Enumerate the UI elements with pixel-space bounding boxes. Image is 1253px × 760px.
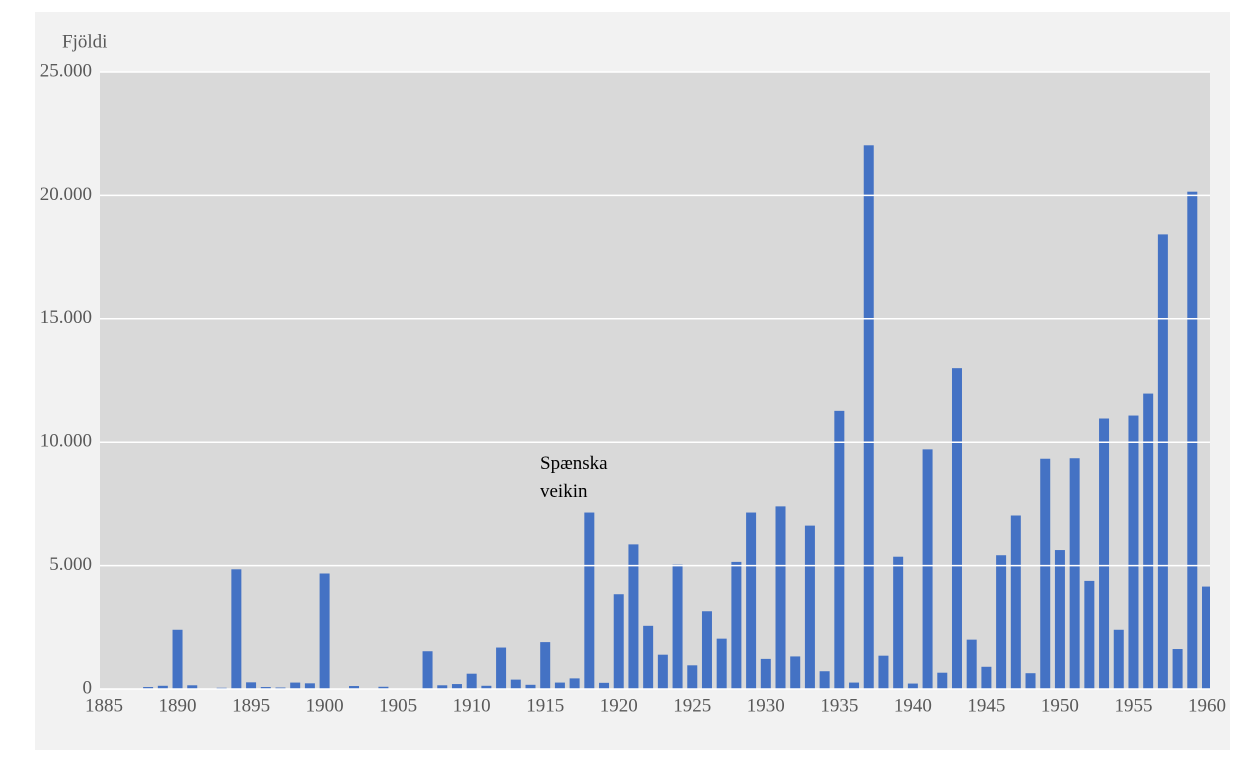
bar <box>1084 580 1095 689</box>
bar <box>922 449 933 689</box>
bar <box>304 683 315 689</box>
bar <box>1113 629 1124 689</box>
bar <box>893 556 904 689</box>
x-tick-label: 1900 <box>306 695 344 716</box>
bar <box>643 625 654 689</box>
bar <box>937 672 948 689</box>
bar <box>1143 393 1154 689</box>
bar <box>981 666 992 689</box>
bar <box>481 685 492 689</box>
bar <box>246 682 257 689</box>
bar <box>863 145 874 689</box>
bar <box>1040 458 1051 689</box>
y-tick-label: 25.000 <box>40 60 92 81</box>
x-tick-label: 1920 <box>600 695 638 716</box>
bar <box>569 678 580 689</box>
bar <box>525 684 536 689</box>
bar <box>1187 191 1198 689</box>
x-tick-label: 1910 <box>453 695 491 716</box>
bar <box>804 525 815 689</box>
x-tick-label: 1885 <box>85 695 123 716</box>
x-tick-label: 1960 <box>1188 695 1226 716</box>
plot-area <box>100 72 1210 689</box>
bar <box>157 685 168 689</box>
bar <box>378 686 389 689</box>
bar <box>951 368 962 689</box>
x-tick-label: 1945 <box>967 695 1005 716</box>
bar <box>878 655 889 689</box>
annotation: Spænska veikin <box>540 453 608 502</box>
bar <box>1099 418 1110 689</box>
x-tick-label: 1955 <box>1114 695 1152 716</box>
bar <box>554 682 565 689</box>
bar <box>260 687 271 689</box>
bar <box>466 673 477 689</box>
bar <box>349 686 360 689</box>
bar <box>187 685 198 689</box>
bar <box>996 555 1007 689</box>
bar <box>231 569 242 689</box>
bar <box>599 682 610 689</box>
bar <box>1010 515 1021 689</box>
x-tick-label: 1940 <box>894 695 932 716</box>
bar <box>540 642 551 689</box>
bar <box>584 512 595 689</box>
x-tick-label: 1890 <box>159 695 197 716</box>
x-tick-label: 1925 <box>673 695 711 716</box>
bars <box>143 145 1210 689</box>
y-tick-label: 5.000 <box>49 554 92 575</box>
bar <box>716 638 727 689</box>
bar <box>1025 673 1036 689</box>
bar <box>966 639 977 689</box>
bar <box>687 665 698 689</box>
bar <box>790 656 801 689</box>
bar <box>510 679 521 689</box>
bar <box>760 658 771 689</box>
bar <box>143 687 154 689</box>
bar <box>819 671 830 689</box>
bar <box>496 647 507 689</box>
x-tick-label: 1915 <box>526 695 564 716</box>
bar <box>437 685 448 689</box>
bar <box>628 544 639 689</box>
bar <box>1202 586 1210 689</box>
bar <box>1172 649 1183 689</box>
x-tick-label: 1905 <box>379 695 417 716</box>
bar <box>1128 415 1139 689</box>
bar <box>172 629 183 689</box>
x-tick-label: 1935 <box>820 695 858 716</box>
bar <box>422 651 433 689</box>
bar <box>1069 458 1080 689</box>
bar <box>1157 234 1168 689</box>
bar <box>657 654 668 689</box>
bar <box>451 684 462 689</box>
bar <box>701 611 712 689</box>
bar <box>1054 550 1065 689</box>
y-tick-label: 20.000 <box>40 184 92 205</box>
bar <box>290 682 301 689</box>
bar <box>849 682 860 689</box>
y-tick-label: 0 <box>83 677 93 698</box>
y-tick-label: 15.000 <box>40 307 92 328</box>
x-tick-label: 1950 <box>1041 695 1079 716</box>
bar <box>834 410 845 689</box>
bar <box>746 512 757 689</box>
bar <box>672 564 683 689</box>
y-axis-label: Fjöldi <box>62 31 107 52</box>
bar <box>775 506 786 689</box>
bar <box>613 594 624 689</box>
x-tick-label: 1895 <box>232 695 270 716</box>
bar <box>907 683 918 689</box>
bar <box>319 573 330 689</box>
y-tick-label: 10.000 <box>40 431 92 452</box>
bar <box>731 561 742 689</box>
x-tick-label: 1930 <box>747 695 785 716</box>
